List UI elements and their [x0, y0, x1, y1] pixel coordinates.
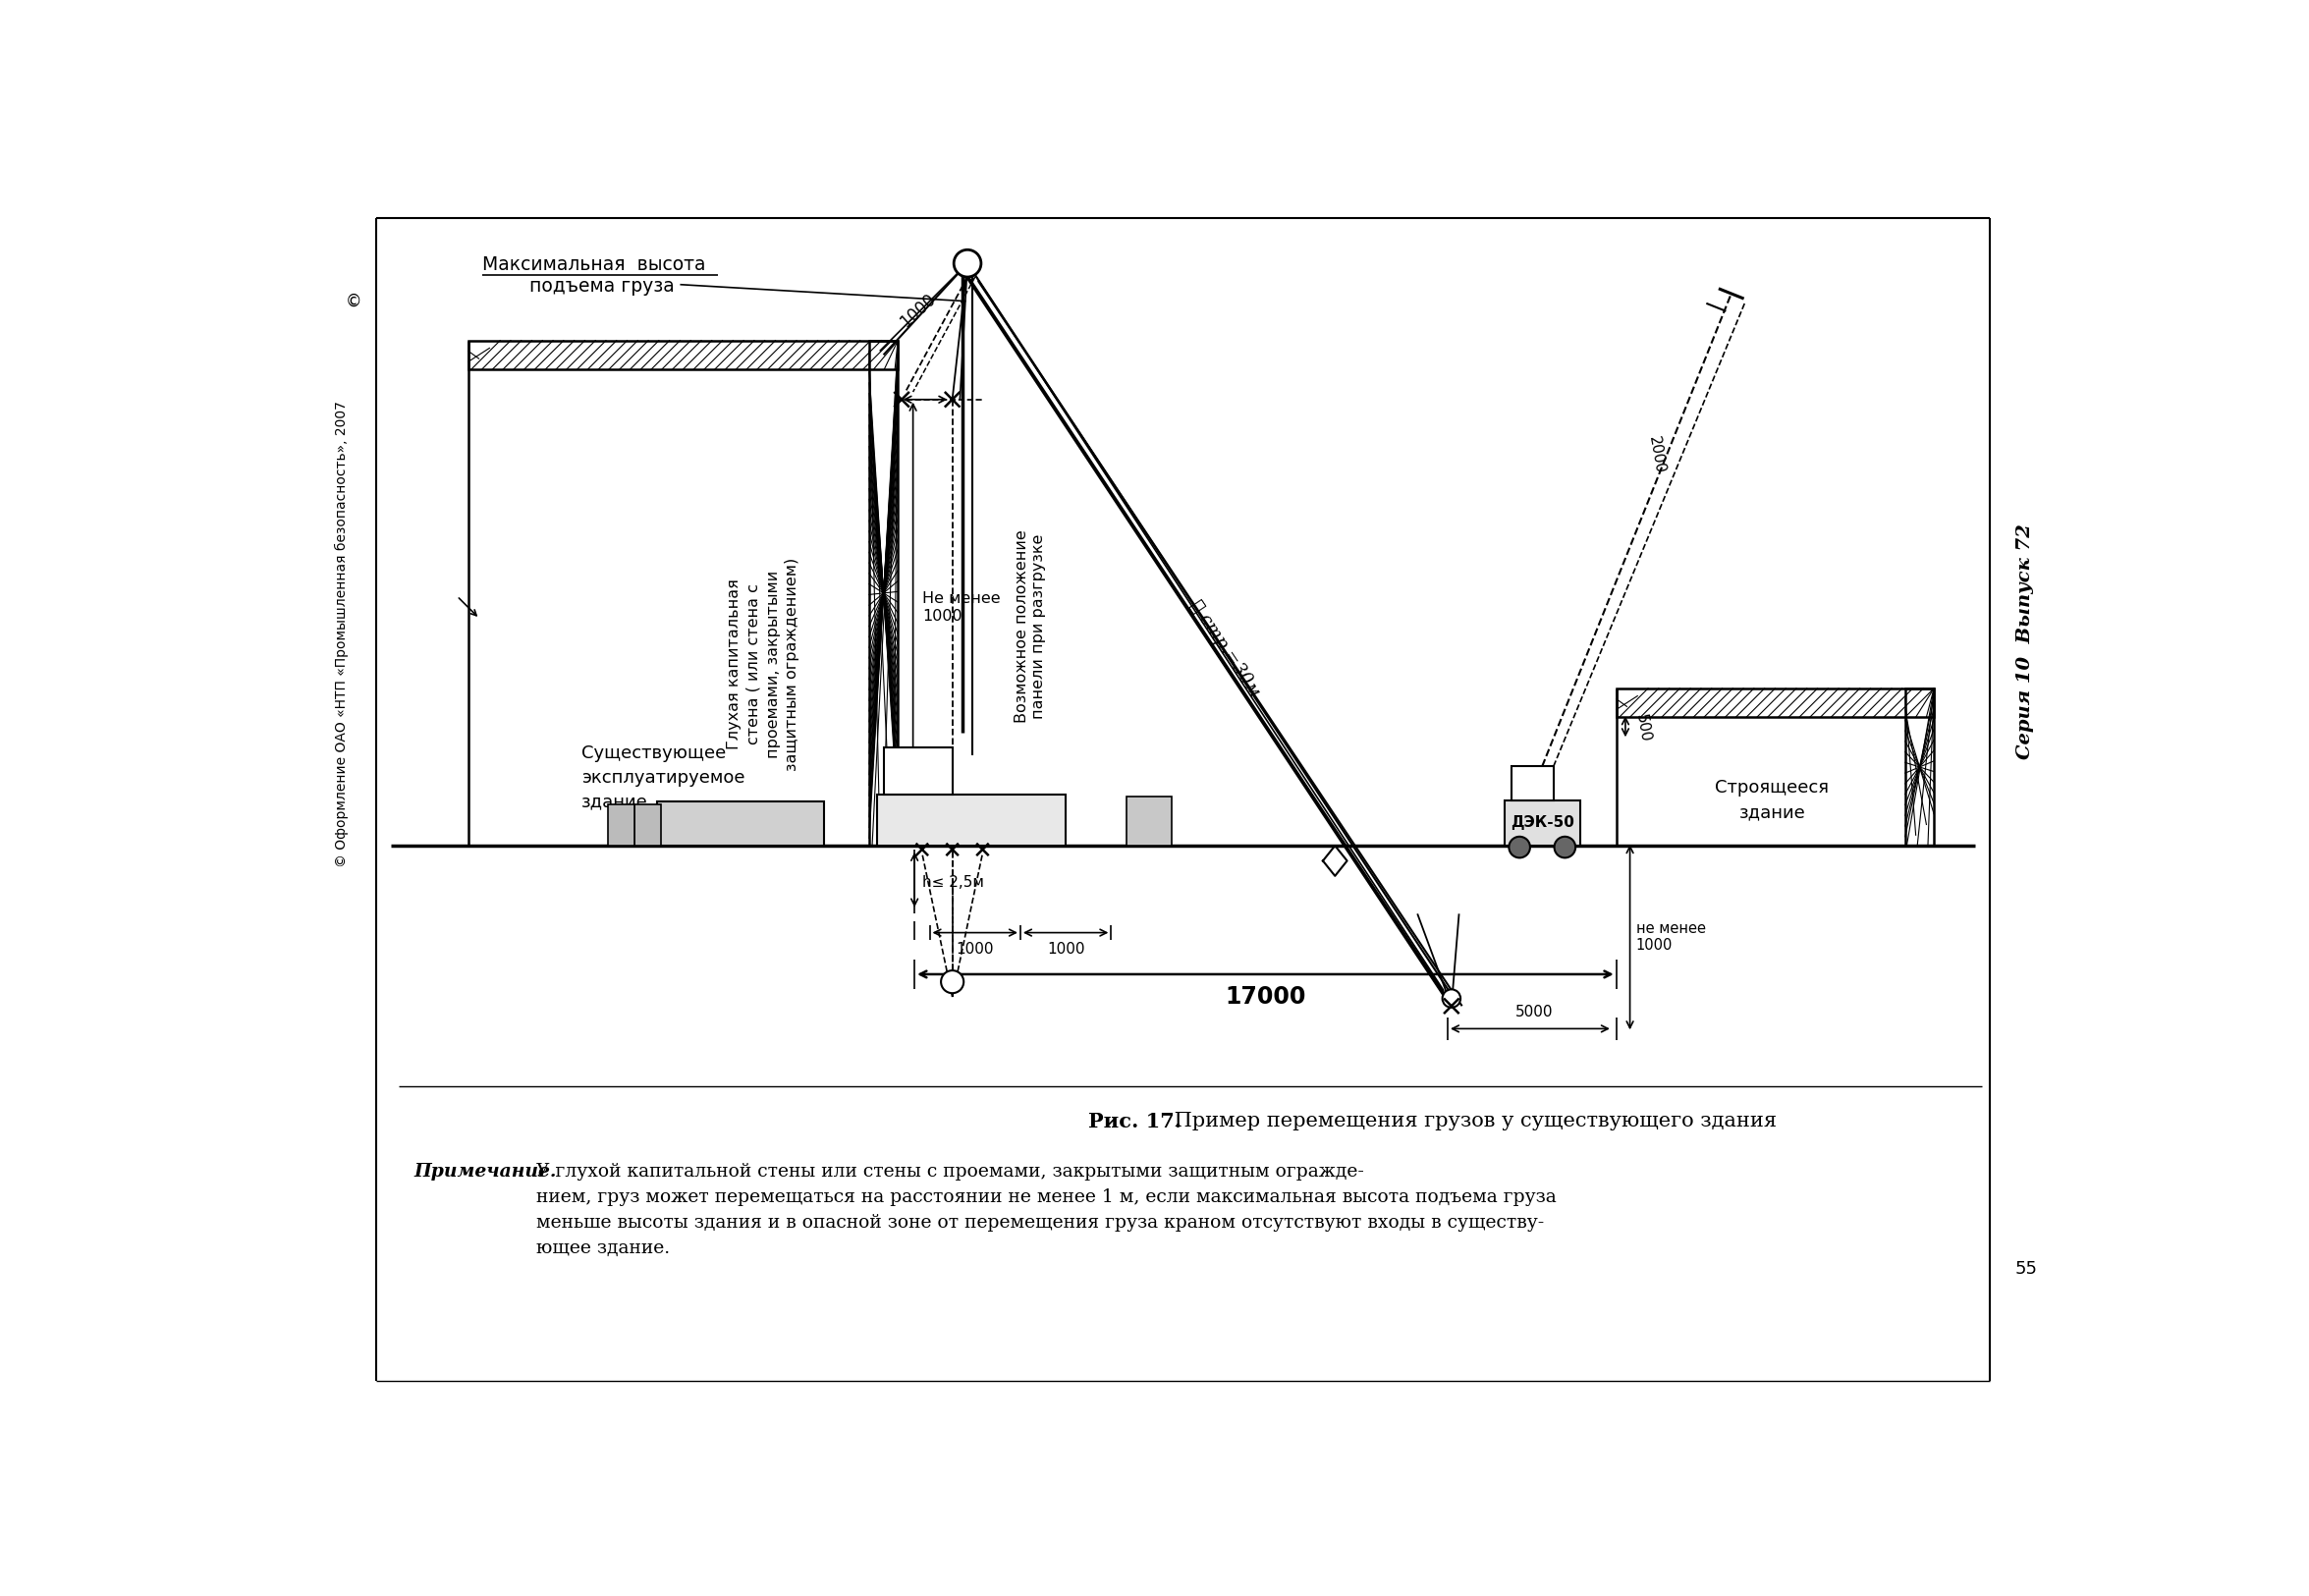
Text: © Оформление ОАО «НТП «Промышленная безопасность», 2007: © Оформление ОАО «НТП «Промышленная безо… — [335, 401, 349, 867]
Text: не менее
1000: не менее 1000 — [1637, 921, 1706, 953]
Text: 2000: 2000 — [1646, 436, 1667, 476]
Text: Возможное положение
панели при разгрузке: Возможное положение панели при разгрузке — [1014, 530, 1046, 723]
Text: Рис. 17.: Рис. 17. — [1088, 1112, 1182, 1132]
Text: 1000: 1000 — [1046, 942, 1085, 956]
Bar — [1127, 796, 1171, 846]
Text: 17000: 17000 — [1226, 985, 1307, 1009]
Text: Максимальная  высота
        подъема груза: Максимальная высота подъема груза — [483, 255, 704, 297]
Bar — [607, 804, 635, 846]
Text: 5000: 5000 — [1515, 1005, 1552, 1020]
Bar — [1616, 688, 1935, 717]
Bar — [877, 795, 1067, 846]
Bar — [469, 340, 898, 369]
Text: Примечание.: Примечание. — [413, 1163, 556, 1181]
Text: Серия 10  Выпуск 72: Серия 10 Выпуск 72 — [2016, 523, 2034, 760]
Circle shape — [1554, 836, 1575, 857]
Circle shape — [1443, 990, 1462, 1007]
Text: Не менее
1000: Не менее 1000 — [921, 592, 1000, 624]
Text: Строящееся
здание: Строящееся здание — [1716, 779, 1829, 822]
Bar — [658, 801, 824, 846]
Text: 1000: 1000 — [956, 942, 993, 956]
Bar — [1505, 800, 1579, 846]
Text: ДЭК-50: ДЭК-50 — [1510, 816, 1575, 830]
Text: h≤ 2,5м: h≤ 2,5м — [921, 875, 984, 889]
Circle shape — [954, 249, 981, 278]
Text: ℓ стр.=30м: ℓ стр.=30м — [1187, 597, 1263, 701]
Bar — [1905, 688, 1935, 846]
Bar — [884, 747, 951, 795]
Text: 500: 500 — [1632, 713, 1653, 744]
Bar — [1512, 766, 1554, 800]
Circle shape — [1508, 836, 1531, 857]
Bar — [635, 804, 660, 846]
Text: 55: 55 — [2016, 1261, 2037, 1278]
Circle shape — [942, 970, 963, 993]
Text: ©: © — [346, 292, 363, 310]
Text: Пример перемещения грузов у существующего здания: Пример перемещения грузов у существующег… — [1168, 1112, 1778, 1130]
Bar — [868, 340, 898, 846]
Text: У глухой капитальной стены или стены с проемами, закрытыми защитным огражде-
ние: У глухой капитальной стены или стены с п… — [536, 1163, 1556, 1256]
Text: Глухая капитальная
стена ( или стена с
проемами, закрытыми
защитным ограждением): Глухая капитальная стена ( или стена с п… — [727, 557, 799, 771]
Text: 1000: 1000 — [896, 290, 940, 332]
Text: Существующее
эксплуатируемое
здание: Существующее эксплуатируемое здание — [582, 744, 746, 811]
